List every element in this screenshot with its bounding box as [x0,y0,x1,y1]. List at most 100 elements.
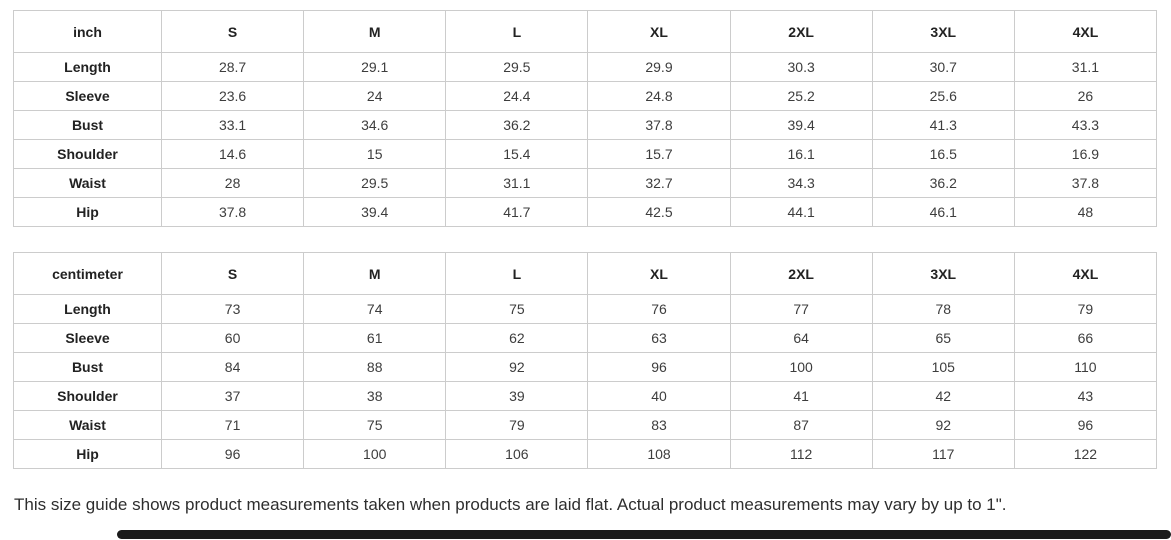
measurement-cell: 39 [445,381,589,411]
measurement-cell: 26 [1013,81,1158,111]
measurement-cell: 96 [160,439,305,469]
measurement-cell: 96 [1013,410,1158,440]
measurement-cell: 76 [587,294,731,324]
measurement-cell: 92 [445,352,589,382]
measurement-cell: 66 [1013,323,1158,353]
measurement-cell: 38 [303,381,447,411]
horizontal-scrollbar-thumb[interactable] [117,530,1171,539]
unit-label: centimeter [13,252,162,295]
measurement-cell: 117 [871,439,1015,469]
size-table-header-row: inch S M L XL 2XL 3XL 4XL [13,10,1158,53]
measurement-cell: 106 [445,439,589,469]
measurement-cell: 88 [303,352,447,382]
measurement-cell: 96 [587,352,731,382]
size-column-header: 2XL [729,10,873,53]
measurement-cell: 42.5 [587,197,731,227]
row-label: Shoulder [13,139,162,169]
size-column-header: 4XL [1013,10,1158,53]
measurement-cell: 30.7 [871,52,1015,82]
size-column-header: S [160,10,305,53]
measurement-cell: 48 [1013,197,1158,227]
table-row: Sleeve 23.6 24 24.4 24.8 25.2 25.6 26 [13,81,1158,111]
row-label: Waist [13,168,162,198]
row-label: Hip [13,197,162,227]
measurement-cell: 40 [587,381,731,411]
measurement-cell: 43.3 [1013,110,1158,140]
measurement-cell: 24.4 [445,81,589,111]
table-row: Bust 33.1 34.6 36.2 37.8 39.4 41.3 43.3 [13,110,1158,140]
size-table-centimeter: centimeter S M L XL 2XL 3XL 4XL Length 73 74 75 76 77… [13,252,1158,469]
row-label: Length [13,52,162,82]
row-label: Sleeve [13,323,162,353]
table-row: Waist 28 29.5 31.1 32.7 34.3 36.2 37.8 [13,168,1158,198]
measurement-cell: 25.2 [729,81,873,111]
table-row: Bust 84 88 92 96 100 105 110 [13,352,1158,382]
measurement-cell: 37.8 [587,110,731,140]
row-label: Sleeve [13,81,162,111]
measurement-cell: 29.9 [587,52,731,82]
measurement-cell: 16.1 [729,139,873,169]
row-label: Bust [13,352,162,382]
row-label: Hip [13,439,162,469]
measurement-cell: 83 [587,410,731,440]
measurement-cell: 84 [160,352,305,382]
measurement-cell: 23.6 [160,81,305,111]
measurement-cell: 122 [1013,439,1158,469]
size-column-header: 2XL [729,252,873,295]
size-guide-page: inch S M L XL 2XL 3XL 4XL Length 28.7 29.1 29.5 29.9… [0,10,1171,539]
table-row: Sleeve 60 61 62 63 64 65 66 [13,323,1158,353]
measurement-cell: 42 [871,381,1015,411]
row-label: Waist [13,410,162,440]
measurement-cell: 34.6 [303,110,447,140]
measurement-cell: 33.1 [160,110,305,140]
measurement-cell: 29.1 [303,52,447,82]
measurement-cell: 110 [1013,352,1158,382]
measurement-cell: 44.1 [729,197,873,227]
table-row: Length 28.7 29.1 29.5 29.9 30.3 30.7 31.1 [13,52,1158,82]
measurement-cell: 14.6 [160,139,305,169]
measurement-cell: 79 [1013,294,1158,324]
size-guide-note: This size guide shows product measuremen… [14,495,1007,514]
measurement-cell: 75 [445,294,589,324]
measurement-cell: 79 [445,410,589,440]
size-table-inch: inch S M L XL 2XL 3XL 4XL Length 28.7 29.1 29.5 29.9… [13,10,1158,227]
measurement-cell: 25.6 [871,81,1015,111]
measurement-cell: 92 [871,410,1015,440]
measurement-cell: 24 [303,81,447,111]
size-column-header: M [303,252,447,295]
table-row: Length 73 74 75 76 77 78 79 [13,294,1158,324]
size-column-header: M [303,10,447,53]
table-row: Hip 96 100 106 108 112 117 122 [13,439,1158,469]
measurement-cell: 37.8 [1013,168,1158,198]
row-label: Shoulder [13,381,162,411]
measurement-cell: 41 [729,381,873,411]
measurement-cell: 61 [303,323,447,353]
measurement-cell: 108 [587,439,731,469]
size-column-header: 3XL [871,252,1015,295]
measurement-cell: 65 [871,323,1015,353]
measurement-cell: 16.9 [1013,139,1158,169]
measurement-cell: 36.2 [445,110,589,140]
measurement-cell: 28 [160,168,305,198]
measurement-cell: 112 [729,439,873,469]
measurement-cell: 39.4 [303,197,447,227]
measurement-cell: 43 [1013,381,1158,411]
size-column-header: S [160,252,305,295]
table-row: Waist 71 75 79 83 87 92 96 [13,410,1158,440]
row-label: Length [13,294,162,324]
row-label: Bust [13,110,162,140]
measurement-cell: 64 [729,323,873,353]
measurement-cell: 31.1 [1013,52,1158,82]
size-column-header: XL [587,252,731,295]
size-column-header: L [445,10,589,53]
measurement-cell: 36.2 [871,168,1015,198]
measurement-cell: 87 [729,410,873,440]
measurement-cell: 31.1 [445,168,589,198]
measurement-cell: 74 [303,294,447,324]
table-row: Shoulder 14.6 15 15.4 15.7 16.1 16.5 16.9 [13,139,1158,169]
measurement-cell: 32.7 [587,168,731,198]
measurement-cell: 29.5 [445,52,589,82]
measurement-cell: 73 [160,294,305,324]
measurement-cell: 15 [303,139,447,169]
measurement-cell: 41.3 [871,110,1015,140]
